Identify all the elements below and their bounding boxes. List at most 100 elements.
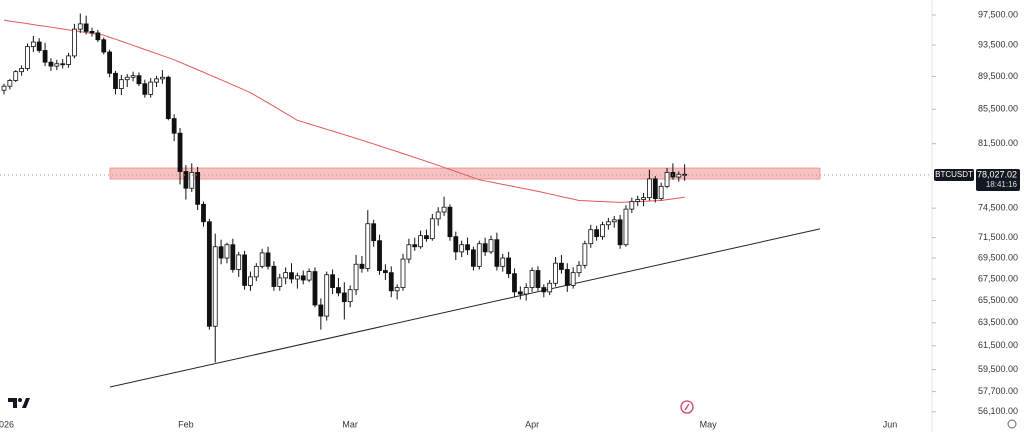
- candle-body: [318, 304, 324, 317]
- candle-body: [248, 276, 253, 286]
- y-tick-label: 59,500.00: [978, 364, 1018, 374]
- candle-body: [541, 287, 547, 293]
- candle-body: [676, 173, 682, 178]
- moving-average: [3, 19, 685, 203]
- candle-body: [259, 252, 265, 267]
- candle-body: [60, 63, 66, 66]
- y-tick-label: 65,500.00: [978, 295, 1018, 305]
- candle-body: [148, 81, 154, 95]
- candle-body: [154, 78, 159, 83]
- candle-body: [488, 239, 494, 253]
- tradingview-logo: [8, 398, 30, 408]
- candle-body: [576, 264, 582, 274]
- candle-body: [629, 201, 635, 210]
- candle-body: [30, 41, 36, 48]
- trendline: [109, 228, 821, 388]
- candle-body: [494, 239, 500, 267]
- candle-body: [124, 76, 130, 81]
- candle-body: [89, 30, 95, 34]
- candle-body: [189, 172, 195, 189]
- candle-body: [48, 61, 54, 67]
- candle-body: [406, 244, 412, 260]
- candle-body: [66, 55, 71, 65]
- candle-body: [506, 257, 512, 275]
- candle-body: [476, 243, 482, 267]
- candle-body: [195, 172, 201, 205]
- x-tick-label: Jun: [883, 419, 898, 429]
- candle-body: [471, 249, 476, 267]
- price-tag: [976, 168, 1020, 191]
- candle-body: [400, 258, 406, 288]
- candle-body: [95, 32, 101, 41]
- candle-body: [230, 244, 236, 270]
- candle-body: [512, 273, 517, 293]
- candle-body: [183, 171, 189, 189]
- symbol-label: BTCUSDT: [935, 170, 973, 179]
- candle-body: [465, 244, 470, 251]
- candle-body: [594, 229, 600, 238]
- candle-body: [236, 254, 242, 270]
- candle-body: [224, 244, 230, 259]
- candle-body: [424, 235, 429, 240]
- candle-body: [72, 28, 77, 57]
- candle-body: [19, 68, 25, 73]
- candle-body: [453, 236, 459, 253]
- candle-body: [635, 199, 641, 202]
- replay-icon[interactable]: [680, 400, 694, 414]
- candle-body: [54, 63, 60, 67]
- candle-body: [107, 51, 113, 74]
- resistance-zone: [109, 167, 821, 180]
- y-tick-label: 69,500.00: [978, 252, 1018, 262]
- candle-body: [347, 289, 353, 303]
- candle-body: [500, 257, 506, 267]
- candle-body: [447, 206, 453, 238]
- candle-body: [136, 75, 142, 85]
- y-tick-label: 97,500.00: [978, 9, 1018, 19]
- x-tick-label: May: [700, 419, 718, 429]
- candle-body: [1, 85, 7, 91]
- candle-body: [418, 235, 423, 248]
- candle-body: [553, 262, 558, 284]
- candle-body: [13, 71, 19, 81]
- candle-body: [377, 240, 382, 271]
- candle-body: [600, 224, 605, 238]
- candle-body: [160, 76, 165, 80]
- y-tick-label: 81,500.00: [978, 138, 1018, 148]
- candle-body: [242, 254, 247, 286]
- settings-icon[interactable]: [1007, 419, 1017, 429]
- candle-body: [570, 272, 576, 286]
- candle-body: [7, 80, 13, 87]
- candle-body: [253, 265, 259, 278]
- candle-body: [547, 282, 553, 293]
- x-tick-label: Mar: [342, 419, 358, 429]
- y-tick-label: 89,500.00: [978, 71, 1018, 81]
- candle-body: [459, 244, 465, 253]
- candle-body: [101, 39, 107, 53]
- candle-body: [330, 274, 335, 288]
- candle-body: [165, 76, 171, 119]
- candle-body: [394, 287, 400, 292]
- x-tick-label: Feb: [178, 419, 194, 429]
- candle-body: [359, 263, 365, 269]
- candle-body: [441, 206, 447, 213]
- y-tick-label: 74,500.00: [978, 203, 1018, 213]
- candle-body: [42, 50, 48, 63]
- candle-body: [289, 272, 294, 280]
- candle-body: [341, 292, 347, 303]
- candle-body: [365, 223, 371, 269]
- candle-body: [353, 263, 359, 291]
- symbol-tag: [934, 168, 974, 181]
- candle-body: [25, 46, 30, 69]
- candle-body: [605, 221, 611, 226]
- candle-body: [647, 178, 652, 199]
- candle-body: [83, 23, 89, 32]
- x-tick-label: Apr: [525, 419, 539, 429]
- candle-body: [218, 246, 224, 259]
- candle-body: [435, 211, 441, 220]
- candle-body: [617, 219, 623, 246]
- candle-body: [206, 221, 212, 327]
- candle-body: [382, 270, 388, 274]
- y-tick-label: 67,500.00: [978, 273, 1018, 283]
